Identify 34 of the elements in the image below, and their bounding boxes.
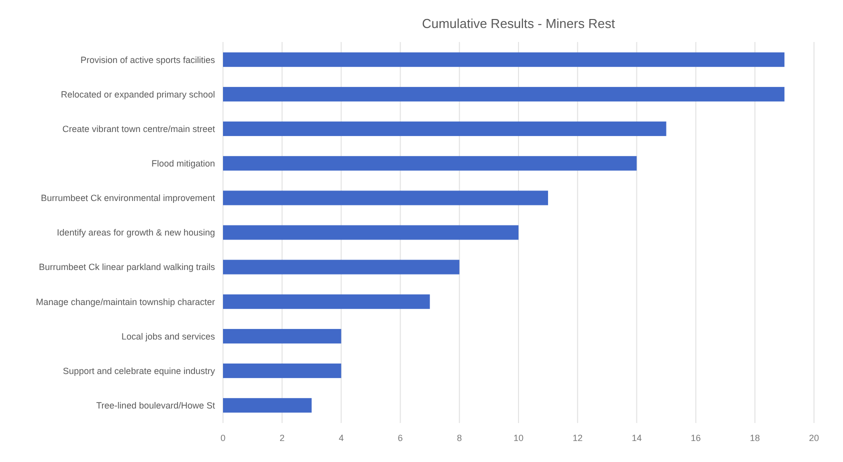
x-tick-label: 8 [456, 433, 462, 443]
x-tick-label: 20 [808, 433, 820, 443]
bar [223, 156, 637, 171]
y-tick-label: Provision of active sports facilities [80, 54, 216, 65]
x-tick-label: 0 [220, 433, 226, 443]
bar [223, 86, 784, 102]
x-tick-label: 16 [690, 433, 701, 443]
y-tick-label: Relocated or expanded primary school [60, 89, 215, 100]
bar [223, 294, 430, 309]
bar [223, 122, 666, 136]
bar [223, 364, 342, 378]
x-tick-label: 12 [572, 433, 583, 443]
x-tick-label: 14 [632, 433, 642, 443]
x-tick-label: 2 [280, 433, 285, 443]
y-tick-label: Burrumbeet Ck linear parkland walking trails [38, 262, 216, 272]
bar [223, 398, 312, 413]
y-tick-label: Support and celebrate equine industry [62, 366, 216, 376]
y-tick-label: Manage change/maintain township character [36, 296, 215, 307]
bar [223, 225, 518, 240]
bar [223, 260, 460, 274]
chart-title: Cumulative Results - Miners Rest [422, 16, 616, 31]
x-tick-label: 18 [750, 433, 760, 443]
y-tick-label: Burrumbeet Ck environmental improvement [40, 193, 216, 204]
y-tick-label: Tree-lined boulevard/Howe St [96, 400, 216, 411]
bar [223, 190, 548, 206]
bar [223, 52, 784, 67]
y-tick-label: Local jobs and services [121, 331, 216, 342]
x-tick-label: 10 [513, 433, 524, 443]
bar [223, 328, 342, 344]
y-tick-label: Identify areas for growth & new housing [56, 228, 215, 238]
x-tick-label: 6 [398, 433, 403, 443]
y-tick-label: Flood mitigation [151, 158, 215, 169]
x-tick-label: 4 [338, 433, 344, 443]
y-tick-label: Create vibrant town centre/main street [62, 124, 216, 134]
